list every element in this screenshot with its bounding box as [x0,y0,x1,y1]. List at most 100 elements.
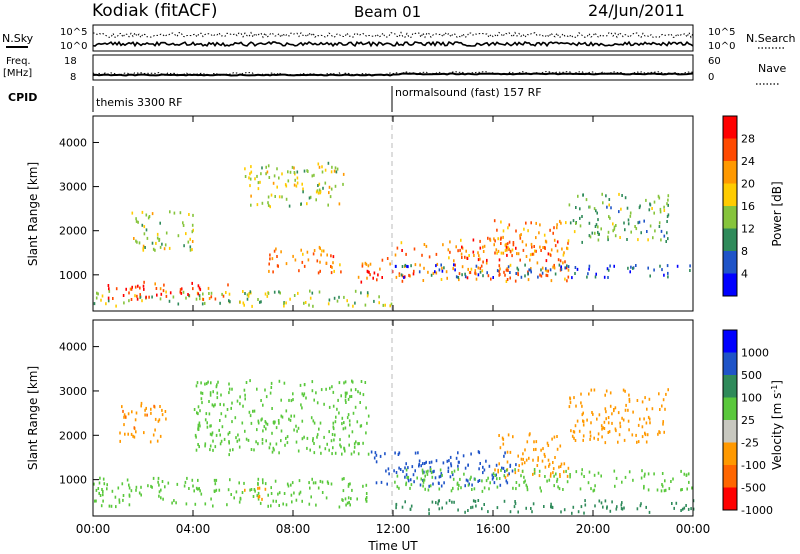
power-echo-cell [546,269,549,273]
velocity-echo-cell [216,396,219,400]
velocity-echo-cell [481,479,483,483]
velocity-echo-cell [506,473,509,477]
velocity-echo-cell [122,494,125,497]
power-echo-cell [281,195,283,199]
velocity-echo-cell [405,462,407,466]
xtick-2000: 20:00 [576,522,611,536]
velocity-echo-cell [614,406,617,410]
power-echo-cell [458,272,461,276]
power-echo-cell [145,295,147,299]
power-echo-cell [330,271,333,275]
velocity-echo-cell [347,482,350,486]
velocity-echo-cell [509,464,511,468]
power-echo-cell [141,210,144,214]
velocity-echo-cell [651,407,654,411]
velocity-echo-cell [528,456,530,460]
power-echo-cell [607,276,609,279]
velocity-echo-cell [584,499,586,503]
power-echo-cell [508,240,511,244]
power-echo-cell [143,232,146,236]
velocity-echo-cell [206,425,209,429]
power-echo-cell [156,236,159,240]
velocity-echo-cell [339,443,341,447]
velocity-echo-cell [230,493,232,496]
velocity-echo-cell [632,410,634,414]
velocity-echo-cell [257,419,260,423]
velocity-echo-cell [152,476,155,480]
velocity-echo-cell [422,479,424,482]
velocity-echo-cell [197,443,199,446]
velocity-echo-cell [347,484,350,488]
velocity-echo-cell [262,429,264,433]
power-echo-cell [384,303,386,307]
power-echo-cell [191,223,194,227]
power-echo-cell [302,252,304,256]
power-echo-cell [607,268,610,272]
power-echo-cell [381,258,384,262]
velocity-echo-cell [257,477,260,481]
power-echo-cell [189,248,192,252]
power-echo-cell [177,302,180,306]
power-echo-cell [562,253,565,257]
velocity-echo-cell [348,434,350,438]
velocity-echo-cell [204,382,206,386]
power-echo-cell [160,292,163,296]
power-echo-cell [585,198,588,202]
power-echo-cell [248,292,250,296]
velocity-echo-cell [416,476,418,480]
power-echo-cell [448,256,450,260]
velocity-echo-cell [386,482,388,486]
power-echo-cell [278,176,280,180]
velocity-echo-cell [662,420,664,424]
velocity-echo-cell [529,432,531,436]
velocity-colorbar-label: Velocity [m s-1] [770,380,784,470]
velocity-echo-cell [521,462,524,466]
velocity-echo-cell [270,492,273,495]
power-echo-cell [503,270,505,274]
power-echo-cell [554,272,557,276]
velocity-echo-cell [353,445,356,449]
velocity-echo-cell [349,423,351,427]
velocity-echo-cell [496,485,499,489]
velocity-echo-cell [161,408,163,412]
velocity-echo-cell [253,488,256,491]
velocity-echo-cell [395,506,397,510]
velocity-echo-cell [647,488,650,492]
velocity-echo-cell [140,485,142,489]
power-echo-cell [276,255,278,258]
velocity-echo-cell [446,459,449,463]
velocity-echo-cell [521,469,524,473]
velocity-echo-cell [313,421,316,425]
power-echo-cell [556,249,559,253]
power-echo-cell [535,221,537,225]
velocity-echo-cell [611,412,613,416]
velocity-echo-cell [515,487,517,491]
power-echo-cell [377,273,379,277]
velocity-echo-cell [515,463,517,467]
velocity-echo-cell [418,459,421,463]
power-echo-cell [530,221,532,225]
velocity-echo-cell [497,468,499,472]
power-echo-cell [515,272,517,275]
power-echo-cell [295,184,298,188]
velocity-echo-cell [227,432,230,436]
velocity-echo-cell [290,399,293,403]
velocity-echo-cell [582,438,584,442]
power-echo-cell [588,264,591,268]
power-echo-cell [130,298,133,301]
velocity-echo-cell [241,421,244,425]
velocity-echo-cell [272,446,275,450]
velocity-echo-cell [274,479,277,483]
power-echo-cell [649,224,652,228]
power-echo-cell [168,299,171,303]
power-echo-cell [273,249,276,253]
velocity-echo-cell [628,399,631,403]
velocity-echo-cell [351,430,354,434]
velocity-echo-cell [502,442,505,446]
power-echo-cell [228,299,230,303]
power-echo-cell [479,257,481,261]
velocity-echo-cell [295,498,298,502]
power-echo-cell [322,186,324,190]
velocity-echo-cell [604,407,607,411]
velocity-echo-cell [128,486,131,490]
